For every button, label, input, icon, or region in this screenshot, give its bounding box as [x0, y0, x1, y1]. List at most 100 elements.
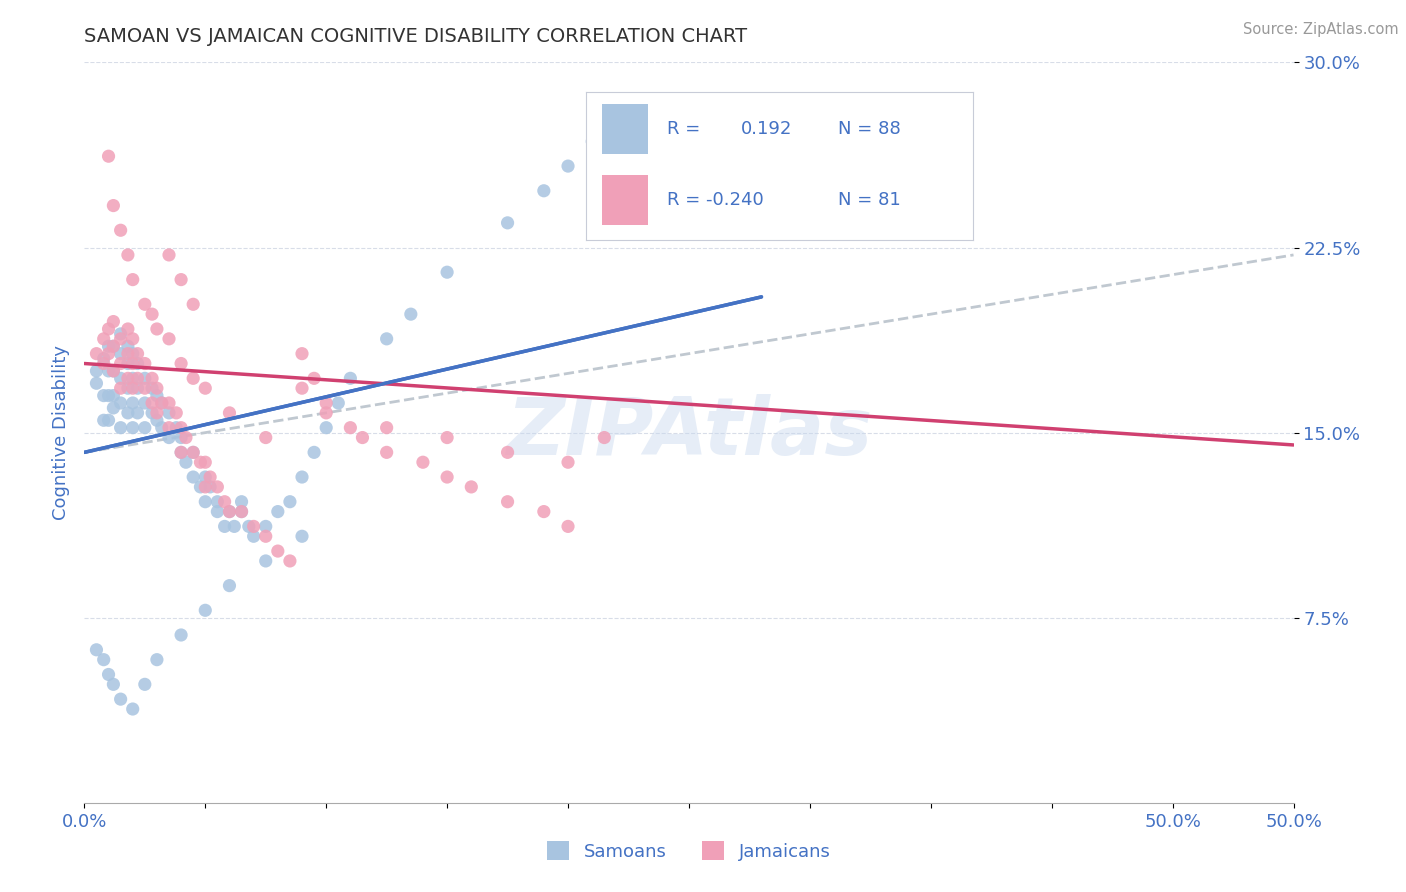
Point [174, 455, 197, 469]
Point [170, 445, 193, 459]
Point [97, 413, 120, 427]
Point [117, 371, 139, 385]
Point [103, 314, 125, 328]
Point [224, 519, 246, 533]
Point [181, 371, 204, 385]
Point [375, 332, 398, 346]
Point [218, 406, 240, 420]
Point [157, 396, 180, 410]
Legend: Samoans, Jamaicans: Samoans, Jamaicans [540, 834, 838, 868]
Point [93, 388, 115, 402]
Point [146, 653, 169, 667]
Text: Source: ZipAtlas.com: Source: ZipAtlas.com [1243, 22, 1399, 37]
Point [103, 401, 125, 415]
Point [165, 420, 187, 434]
Point [103, 364, 125, 378]
Point [134, 677, 156, 691]
Point [103, 677, 125, 691]
Point [110, 326, 132, 341]
Point [194, 480, 217, 494]
Point [291, 529, 314, 543]
Point [557, 455, 579, 469]
Y-axis label: Cognitive Disability: Cognitive Disability [52, 345, 70, 520]
Point [214, 494, 236, 508]
Point [141, 396, 163, 410]
Point [190, 480, 212, 494]
Point [254, 529, 277, 543]
Point [231, 505, 253, 519]
Point [157, 420, 180, 434]
Point [146, 413, 169, 427]
Point [110, 346, 132, 360]
Point [117, 357, 139, 371]
Point [97, 339, 120, 353]
Point [121, 381, 143, 395]
Point [157, 406, 180, 420]
Point [117, 322, 139, 336]
Point [121, 396, 143, 410]
Point [170, 420, 193, 434]
Point [127, 371, 149, 385]
Point [617, 110, 640, 124]
Point [496, 494, 519, 508]
Point [557, 519, 579, 533]
Point [146, 322, 169, 336]
Point [170, 357, 193, 371]
Point [460, 480, 482, 494]
Point [533, 505, 555, 519]
Point [165, 406, 187, 420]
Point [86, 364, 108, 378]
Point [146, 406, 169, 420]
Point [198, 470, 221, 484]
Point [194, 494, 217, 508]
Point [134, 297, 156, 311]
Point [103, 339, 125, 353]
Point [375, 445, 398, 459]
Point [170, 431, 193, 445]
Point [97, 388, 120, 402]
Point [278, 494, 301, 508]
Point [86, 642, 108, 657]
Point [170, 628, 193, 642]
Point [352, 431, 374, 445]
Point [218, 505, 240, 519]
Point [533, 184, 555, 198]
Point [254, 431, 277, 445]
Point [117, 339, 139, 353]
Text: ZIPAtlas: ZIPAtlas [506, 393, 872, 472]
Point [97, 346, 120, 360]
Point [141, 371, 163, 385]
Point [181, 297, 204, 311]
Point [146, 381, 169, 395]
Point [436, 470, 458, 484]
Point [134, 420, 156, 434]
Point [328, 396, 350, 410]
Point [157, 332, 180, 346]
Point [93, 351, 115, 366]
Point [110, 381, 132, 395]
Point [127, 381, 149, 395]
Point [238, 519, 260, 533]
Point [121, 702, 143, 716]
Point [207, 494, 229, 508]
Point [127, 406, 149, 420]
Point [121, 420, 143, 434]
Point [103, 388, 125, 402]
Point [181, 445, 204, 459]
Point [157, 431, 180, 445]
Point [86, 346, 108, 360]
Point [436, 265, 458, 279]
Point [214, 519, 236, 533]
Point [117, 248, 139, 262]
Point [170, 445, 193, 459]
Point [194, 455, 217, 469]
Point [134, 396, 156, 410]
Point [117, 381, 139, 395]
Point [110, 357, 132, 371]
Point [315, 396, 337, 410]
Point [141, 406, 163, 420]
Point [339, 420, 361, 434]
Point [121, 346, 143, 360]
Point [93, 357, 115, 371]
Point [436, 431, 458, 445]
